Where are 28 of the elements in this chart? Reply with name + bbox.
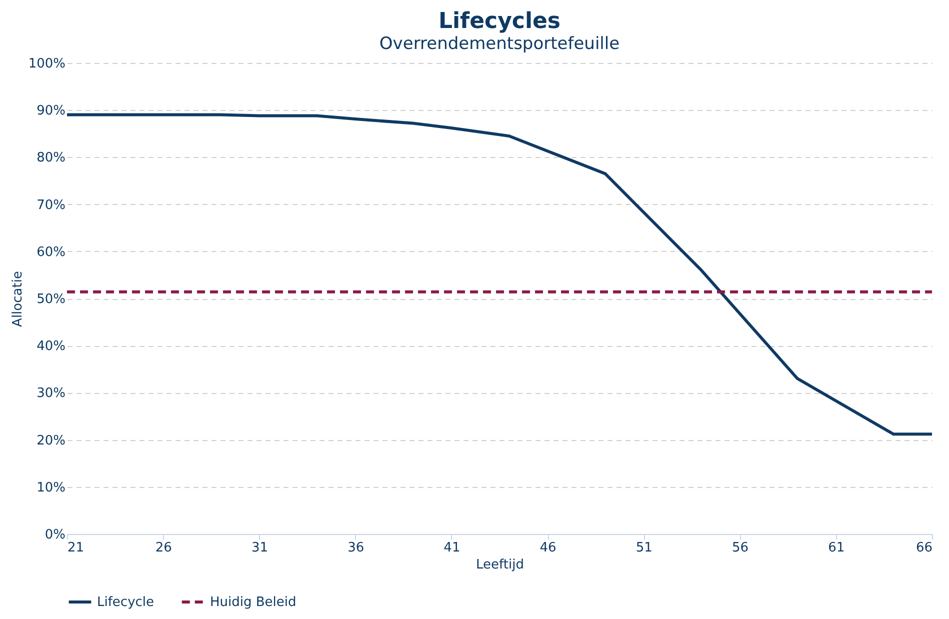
y-tick-label: 100% xyxy=(28,56,66,72)
y-tick-label: 0% xyxy=(44,528,66,542)
legend-label: Huidig Beleid xyxy=(210,595,296,610)
y-tick-label: 70% xyxy=(36,198,66,213)
legend-label: Lifecycle xyxy=(97,595,154,610)
x-tick-label: 36 xyxy=(348,540,364,556)
x-tick-label: 51 xyxy=(636,540,652,556)
x-tick-label: 41 xyxy=(444,540,460,556)
x-tick-label: 26 xyxy=(155,540,172,556)
x-tick-label: 21 xyxy=(68,540,84,556)
y-tick-label: 90% xyxy=(36,104,66,119)
x-axis-title: Leeftijd xyxy=(476,558,524,572)
y-tick-label: 80% xyxy=(36,150,66,166)
y-tick-label: 40% xyxy=(36,339,66,354)
x-tick-label: 61 xyxy=(828,540,845,556)
chart-title: Lifecycles xyxy=(438,9,561,34)
y-tick-label: 60% xyxy=(36,244,66,260)
y-axis-title: Allocatie xyxy=(10,271,26,327)
x-tick-label: 31 xyxy=(251,540,268,556)
chart-subtitle: Overrendementsportefeuille xyxy=(379,34,620,54)
line-series xyxy=(66,113,934,436)
y-tick-label: 50% xyxy=(36,292,66,307)
y-tick-label: 20% xyxy=(36,433,66,448)
y-tick-label: 10% xyxy=(36,480,66,496)
x-tick-label: 56 xyxy=(732,540,749,556)
x-tick-label: 66 xyxy=(916,540,932,556)
y-tick-label: 30% xyxy=(36,386,66,402)
x-tick-label: 46 xyxy=(540,540,556,556)
